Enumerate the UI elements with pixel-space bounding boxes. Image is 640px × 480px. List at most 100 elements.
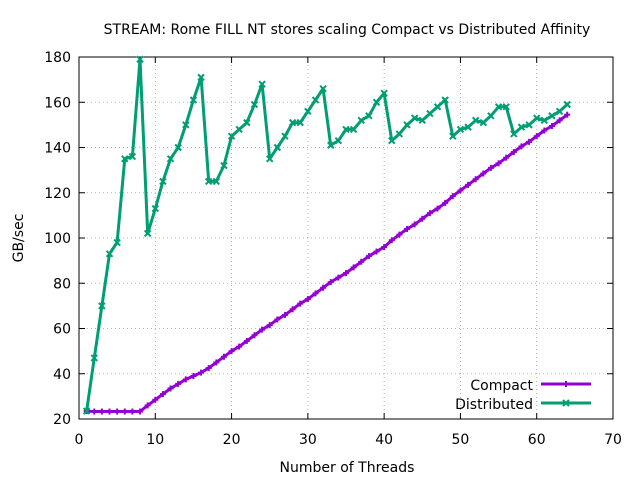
data-point-distributed — [349, 125, 358, 134]
data-point-distributed — [281, 132, 289, 140]
series-line-distributed — [85, 57, 569, 412]
data-point-compact — [220, 353, 227, 360]
data-point-distributed — [471, 116, 480, 125]
data-point-compact — [137, 408, 144, 415]
legend-entry-distributed: Distributed — [455, 397, 591, 413]
y-axis-label: GB/sec — [11, 214, 27, 263]
data-point-distributed — [151, 204, 159, 213]
x-tick-label: 60 — [528, 432, 546, 448]
data-point-compact — [381, 244, 388, 251]
data-point-compact — [205, 365, 212, 372]
data-point-distributed — [204, 177, 213, 186]
data-point-compact — [312, 290, 319, 297]
data-point-compact — [121, 408, 128, 415]
x-tick-label: 30 — [299, 432, 317, 448]
x-axis-label: Number of Threads — [280, 460, 415, 476]
data-point-compact — [419, 215, 426, 222]
grid-lines — [79, 57, 613, 419]
data-point-distributed — [479, 118, 488, 127]
data-point-distributed — [128, 152, 137, 161]
data-point-compact — [388, 237, 395, 244]
data-point-distributed — [517, 123, 526, 131]
data-point-compact — [159, 391, 166, 398]
data-point-compact — [167, 385, 174, 392]
data-point-distributed — [296, 118, 304, 127]
data-point-distributed — [395, 130, 404, 138]
data-point-distributed — [166, 155, 175, 163]
data-point-distributed — [563, 100, 571, 109]
x-ticks: 0 10 20 30 40 50 60 70 — [75, 57, 622, 448]
data-point-distributed — [403, 121, 411, 129]
x-tick-label: 0 — [75, 432, 84, 448]
data-point-compact — [266, 322, 273, 329]
data-point-compact — [426, 210, 433, 217]
data-point-compact — [434, 205, 441, 212]
data-point-compact — [343, 270, 349, 277]
legend-marker-compact — [563, 381, 569, 387]
data-point-distributed — [319, 84, 327, 93]
data-point-distributed — [258, 80, 266, 88]
data-point-distributed — [456, 125, 465, 134]
data-point-compact — [487, 164, 494, 171]
data-point-distributed — [533, 114, 541, 122]
data-point-distributed — [418, 116, 426, 125]
x-tick-label: 10 — [146, 432, 164, 448]
y-tick-label: 80 — [53, 276, 71, 292]
data-point-distributed — [159, 177, 167, 186]
data-point-compact — [236, 343, 243, 350]
data-point-distributed — [143, 229, 152, 238]
data-point-compact — [182, 376, 189, 383]
y-tick-label: 20 — [53, 412, 71, 428]
data-point-distributed — [304, 107, 312, 116]
legend-marker-distributed — [562, 399, 570, 407]
legend: Compact Distributed — [455, 378, 591, 413]
data-point-compact — [274, 316, 281, 323]
data-point-distributed — [449, 132, 457, 140]
data-point-compact — [411, 221, 418, 228]
y-tick-label: 180 — [44, 50, 71, 66]
data-point-compact — [281, 311, 288, 318]
data-point-distributed — [250, 100, 259, 109]
data-point-compact — [495, 160, 502, 167]
legend-label-compact: Compact — [470, 378, 533, 394]
data-point-compact — [106, 408, 113, 415]
data-point-distributed — [311, 96, 320, 104]
data-point-distributed — [189, 96, 198, 104]
data-point-compact — [350, 264, 357, 271]
legend-label-distributed: Distributed — [455, 397, 533, 413]
y-tick-label: 100 — [44, 231, 71, 247]
data-point-distributed — [212, 177, 221, 186]
y-tick-label: 60 — [53, 322, 71, 338]
y-tick-label: 40 — [53, 367, 71, 383]
data-point-distributed — [555, 107, 564, 116]
data-point-compact — [114, 408, 121, 415]
data-point-compact — [526, 138, 533, 145]
data-point-compact — [144, 402, 151, 409]
data-point-distributed — [113, 238, 121, 247]
series-group — [82, 55, 571, 415]
data-point-compact — [152, 396, 159, 403]
x-tick-label: 40 — [375, 432, 393, 448]
data-point-distributed — [98, 302, 106, 310]
data-point-distributed — [380, 89, 388, 97]
data-point-distributed — [220, 161, 228, 170]
data-point-compact — [228, 348, 235, 355]
data-point-compact — [91, 408, 98, 415]
data-point-compact — [442, 199, 449, 206]
data-point-compact — [480, 170, 487, 177]
y-tick-label: 160 — [44, 95, 71, 111]
data-point-compact — [243, 337, 250, 344]
y-ticks: 20 40 60 80 100 120 140 160 180 — [44, 50, 613, 428]
data-point-compact — [304, 296, 311, 303]
data-point-compact — [327, 279, 334, 286]
series-line-compact — [86, 113, 569, 413]
legend-marker-symbol-distributed — [562, 399, 570, 407]
data-point-distributed — [342, 125, 350, 134]
data-point-compact — [556, 117, 563, 124]
data-point-distributed — [548, 112, 556, 120]
data-point-compact — [518, 143, 525, 150]
data-point-distributed — [510, 130, 518, 138]
data-point-distributed — [525, 121, 533, 129]
data-point-distributed — [182, 121, 190, 129]
